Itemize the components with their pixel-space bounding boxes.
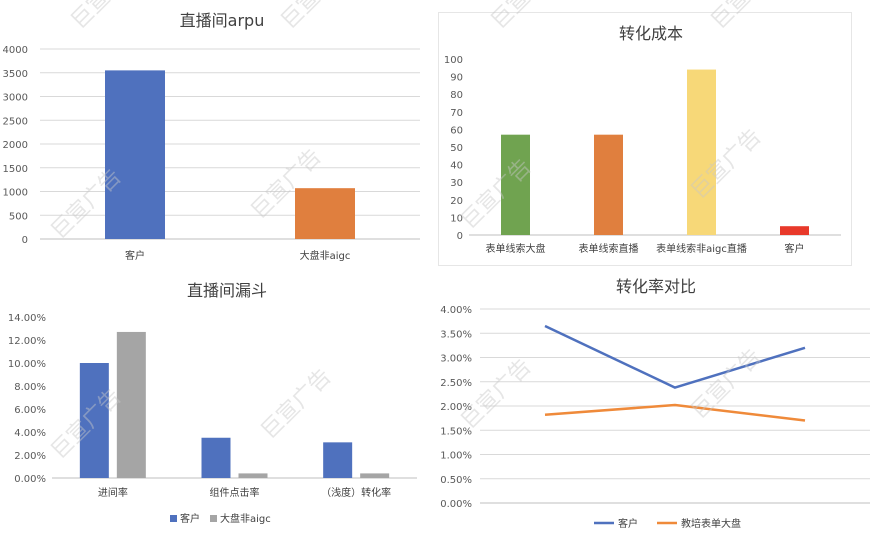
chart-conversion-rate: 转化率对比 0.00% 0.50% 1.00% 1.50% 2.00% 2.50% 3.00… [432,270,885,544]
bar-0-1 [201,437,231,478]
y-tick-label: 0.00% [440,499,472,510]
y-tick-label: 2.00% [14,451,46,462]
bar-0-0 [79,363,109,478]
y-tick-label: 2500 [3,116,28,127]
y-tick-label: 60 [450,125,463,136]
chart-funnel: 直播间漏斗 0.00% 2.00% 4.00% 6.00% 8.00% 10.00% 12.… [0,270,425,544]
y-tick-label: 6.00% [14,405,46,416]
chart-funnel-svg: 直播间漏斗 0.00% 2.00% 4.00% 6.00% 8.00% 10.00% 12.… [8,281,417,525]
y-tick-label: 20 [450,196,463,207]
y-tick-label: 3000 [3,93,28,104]
y-tick-label: 10 [450,213,463,224]
legend-swatch [210,515,217,522]
chart-conversion-cost-svg: 转化成本 0 10 20 30 40 50 60 70 80 90 100 表单线索大盘 表单线索直播 表… [444,24,841,255]
y-tick-label: 14.00% [8,313,46,324]
y-tick-label: 500 [9,211,28,222]
x-category-label: 客户 [125,249,145,262]
x-category-label: 大盘非aigc [300,249,351,262]
y-tick-label: 1.50% [440,426,472,437]
y-tick-label: 30 [450,178,463,189]
y-tick-label: 1.00% [440,451,472,462]
y-tick-label: 10.00% [8,359,46,370]
series-line-0 [544,324,806,389]
y-tick-label: 0 [457,231,463,242]
y-tick-label: 4000 [3,45,28,56]
y-tick-label: 100 [444,55,463,66]
y-tick-label: 4.00% [440,305,472,316]
x-category-label: 进间率 [98,486,128,499]
bar-2 [687,69,716,235]
y-tick-label: 50 [450,143,463,154]
chart-conversion-rate-title: 转化率对比 [616,277,696,296]
legend-swatch [170,515,177,522]
y-tick-label: 8.00% [14,382,46,393]
y-tick-label: 80 [450,90,463,101]
y-tick-label: 1500 [3,164,28,175]
chart-conversion-cost: 转化成本 0 10 20 30 40 50 60 70 80 90 100 表单线索大盘 表单线索直播 表… [438,12,852,266]
series-line-1 [544,403,806,422]
bar-0 [105,70,165,239]
chart-conversion-rate-svg: 转化率对比 0.00% 0.50% 1.00% 1.50% 2.00% 2.50% 3.00… [440,277,870,530]
legend-label: 大盘非aigc [220,512,271,525]
y-tick-label: 1000 [3,188,28,199]
chart-funnel-title: 直播间漏斗 [187,281,267,300]
y-tick-label: 12.00% [8,336,46,347]
bar-1-1 [238,473,268,478]
legend-label: 客户 [180,512,200,525]
bar-1-0 [116,331,146,478]
y-tick-label: 2000 [3,140,28,151]
legend-label: 教培表单大盘 [681,517,741,530]
bar-1-2 [360,473,390,478]
bar-1 [594,134,623,235]
y-tick-label: 3.50% [440,329,472,340]
chart-arpu: 直播间arpu 0 500 1000 1500 2000 2500 3000 3500 4000… [0,0,425,265]
y-tick-label: 2.50% [440,378,472,389]
bar-1 [295,188,355,239]
y-tick-label: 0.00% [14,474,46,485]
y-tick-label: 3.00% [440,354,472,365]
bar-3 [780,226,809,235]
legend-label: 客户 [618,517,638,530]
bar-0-2 [323,442,353,478]
chart-arpu-svg: 直播间arpu 0 500 1000 1500 2000 2500 3000 3500 4000… [3,11,420,262]
y-tick-label: 2.00% [440,402,472,413]
x-category-label: 组件点击率 [210,486,260,499]
x-category-label: 表单线索直播 [579,242,639,255]
bar-0 [501,134,530,235]
x-category-label: 表单线索大盘 [486,242,546,255]
y-tick-label: 3500 [3,69,28,80]
y-tick-label: 40 [450,161,463,172]
y-tick-label: 0 [22,235,28,246]
chart-arpu-title: 直播间arpu [180,11,265,30]
x-category-label: 客户 [785,242,805,255]
chart-conversion-cost-title: 转化成本 [619,24,683,43]
y-tick-label: 90 [450,73,463,84]
x-category-label: 表单线索非aigc直播 [656,242,747,255]
y-tick-label: 70 [450,108,463,119]
y-tick-label: 4.00% [14,428,46,439]
y-tick-label: 0.50% [440,475,472,486]
x-category-label: （浅度）转化率 [321,486,391,499]
